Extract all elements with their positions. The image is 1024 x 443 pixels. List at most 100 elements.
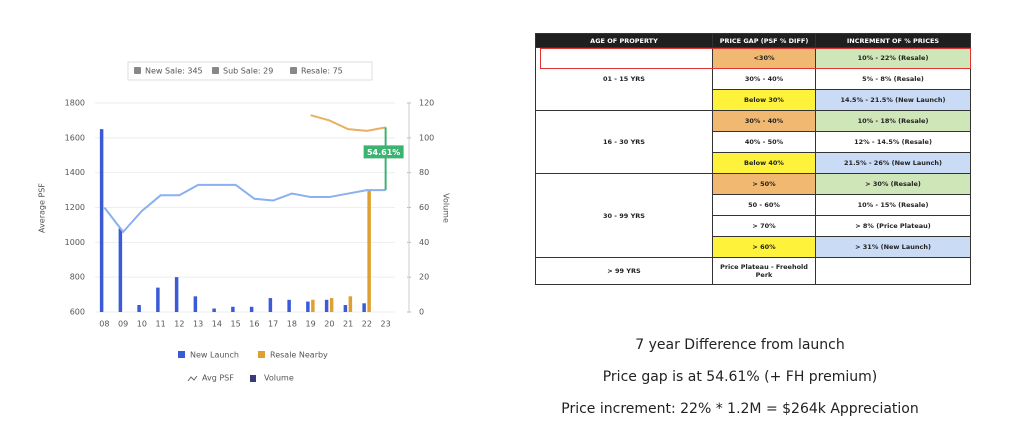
bar bbox=[306, 301, 310, 312]
cell: 10% - 18% (Resale) bbox=[815, 110, 971, 132]
checkbox[interactable] bbox=[290, 67, 297, 74]
legend-swatch bbox=[258, 351, 265, 358]
cell: 21.5% - 26% (New Launch) bbox=[815, 152, 971, 174]
y2-tick-label: 120 bbox=[419, 99, 434, 108]
cell: > 50% bbox=[712, 173, 816, 195]
checkbox[interactable] bbox=[212, 67, 219, 74]
cell: > 70% bbox=[712, 215, 816, 237]
line bbox=[310, 114, 386, 132]
cell: Below 30% bbox=[712, 89, 816, 111]
cell: Price Plateau - Freehold Perk bbox=[712, 257, 816, 285]
legend-icon bbox=[187, 375, 198, 382]
checkbox[interactable] bbox=[134, 67, 141, 74]
legend-label: Resale Nearby bbox=[270, 351, 328, 360]
x-tick-label: 14 bbox=[212, 320, 222, 329]
legend-label: Volume bbox=[264, 374, 294, 383]
y2-tick-label: 0 bbox=[419, 308, 424, 317]
cell: 30% - 40% bbox=[712, 68, 816, 90]
header-cell: AGE OF PROPERTY bbox=[535, 33, 713, 48]
y2-tick-label: 100 bbox=[419, 133, 434, 142]
cell: 10% - 15% (Resale) bbox=[815, 194, 971, 216]
x-tick-label: 09 bbox=[118, 320, 128, 329]
y-tick-label: 800 bbox=[70, 273, 85, 282]
y-axis-title: Average PSF bbox=[38, 183, 47, 233]
header-row: AGE OF PROPERTY PRICE GAP (PSF % DIFF) INC… bbox=[535, 33, 971, 48]
annotation-box bbox=[363, 145, 404, 159]
y-tick-label: 1600 bbox=[65, 133, 85, 142]
bar bbox=[99, 129, 104, 312]
x-tick-label: 21 bbox=[343, 320, 353, 329]
table: AGE OF PROPERTY PRICE GAP (PSF % DIFF) INC… bbox=[535, 33, 971, 285]
bar bbox=[362, 303, 366, 312]
row: Below 40% 21.5% - 26% (New Launch) bbox=[536, 152, 971, 174]
row: Below 30% 14.5% - 21.5% (New Launch) bbox=[536, 89, 971, 111]
bar bbox=[249, 306, 254, 312]
cell: > 30% (Resale) bbox=[815, 173, 971, 195]
filter-label: Resale: 75 bbox=[301, 67, 343, 76]
x-tick-label: 15 bbox=[231, 320, 241, 329]
x-tick-label: 23 bbox=[381, 320, 391, 329]
y2-tick-label: 60 bbox=[419, 203, 429, 212]
y-tick-label: 1800 bbox=[65, 99, 85, 108]
cell: > 60% bbox=[712, 236, 816, 258]
annotation-label: 54.61% bbox=[367, 148, 400, 157]
y2-tick-label: 80 bbox=[419, 168, 429, 177]
y-tick-label: 1400 bbox=[65, 168, 85, 177]
bar bbox=[329, 298, 334, 312]
cell: 12% - 14.5% (Resale) bbox=[815, 131, 971, 153]
cell: > 99 YRS bbox=[535, 257, 713, 285]
bar bbox=[343, 305, 348, 312]
x-tick-label: 12 bbox=[174, 320, 184, 329]
y-tick-label: 1000 bbox=[65, 238, 85, 247]
cell: 10% - 22% (Resale) bbox=[815, 47, 971, 69]
cell bbox=[815, 257, 971, 285]
header-cell: INCREMENT OF % PRICES bbox=[815, 33, 971, 48]
bar bbox=[268, 298, 273, 312]
bar bbox=[367, 190, 371, 312]
x-tick-label: 16 bbox=[249, 320, 259, 329]
bar bbox=[311, 299, 315, 312]
filter-box bbox=[127, 61, 373, 81]
line bbox=[103, 183, 386, 234]
x-tick-label: 08 bbox=[99, 320, 109, 329]
x-tick-label: 13 bbox=[193, 320, 203, 329]
filter-label: Sub Sale: 29 bbox=[223, 67, 273, 76]
y2-axis-title: Volume bbox=[442, 193, 451, 223]
bar bbox=[156, 287, 160, 312]
row: 01 - 15 YRS <30% 10% - 22% (Resale) bbox=[535, 47, 971, 111]
x-tick-label: 11 bbox=[156, 320, 166, 329]
y2-tick-label: 40 bbox=[419, 238, 429, 247]
cell: > 8% (Price Plateau) bbox=[815, 215, 971, 237]
header-cell: PRICE GAP (PSF % DIFF) bbox=[712, 33, 816, 48]
row: 30% - 40% 5% - 8% (Resale) bbox=[536, 68, 971, 90]
legend-label: Avg PSF bbox=[202, 374, 234, 383]
cell: 40% - 50% bbox=[712, 131, 816, 153]
x-tick-label: 19 bbox=[306, 320, 316, 329]
bar bbox=[324, 299, 329, 312]
cell: 01 - 15 YRS bbox=[535, 47, 713, 111]
cell: 16 - 30 YRS bbox=[535, 110, 713, 174]
x-tick-label: 10 bbox=[137, 320, 147, 329]
row: 40% - 50% 12% - 14.5% (Resale) bbox=[536, 131, 971, 153]
row: 30 - 99 YRS > 50% > 30% (Resale) bbox=[535, 173, 971, 258]
row: > 99 YRS Price Plateau - Freehold Perk bbox=[535, 257, 971, 285]
bar bbox=[137, 305, 141, 312]
row: 16 - 30 YRS 30% - 40% 10% - 18% (Resale) bbox=[535, 110, 971, 174]
row: > 60% > 31% (New Launch) bbox=[536, 236, 971, 258]
x-tick-label: 20 bbox=[324, 320, 334, 329]
row: > 70% > 8% (Price Plateau) bbox=[536, 215, 971, 237]
y-tick-label: 1200 bbox=[65, 203, 85, 212]
caption: Price gap is at 54.61% (+ FH premium) bbox=[602, 369, 878, 385]
chart: Average PSF Volume New Sale: 345 Sub Sale… bbox=[38, 61, 451, 383]
caption: Price increment: 22% * 1.2M = $264k Appr… bbox=[561, 401, 919, 417]
x-tick-label: 18 bbox=[287, 320, 297, 329]
legend-icon bbox=[250, 375, 256, 382]
bar bbox=[193, 296, 198, 312]
filter-label: New Sale: 345 bbox=[145, 67, 203, 76]
cell: 5% - 8% (Resale) bbox=[815, 68, 971, 90]
cell: > 31% (New Launch) bbox=[815, 236, 971, 258]
cell: 50 - 60% bbox=[712, 194, 816, 216]
x-tick-label: 17 bbox=[268, 320, 278, 329]
caption: 7 year Difference from launch bbox=[635, 337, 845, 353]
